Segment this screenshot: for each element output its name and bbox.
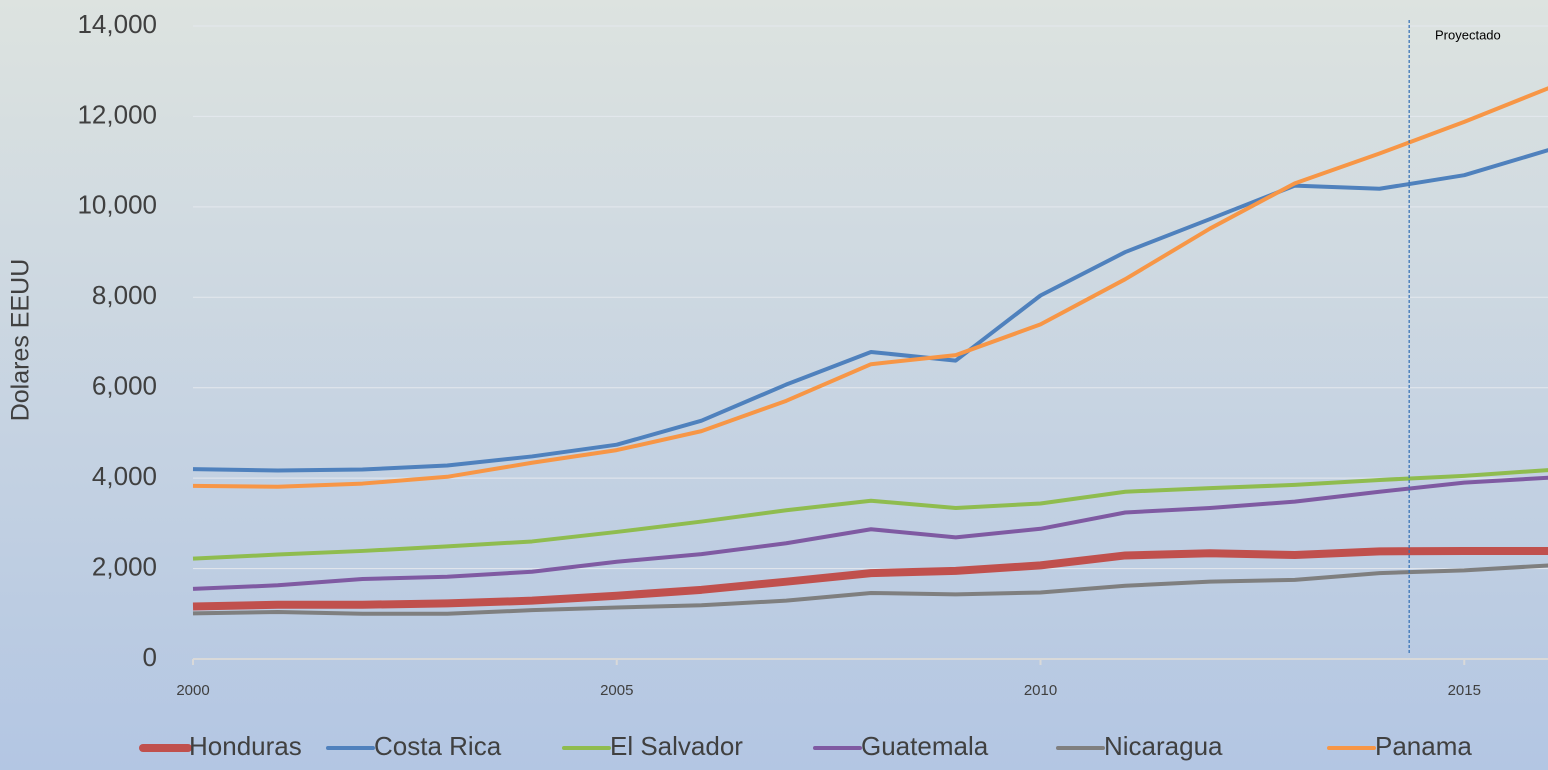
series-line [192,86,1548,489]
series-line [192,148,1548,473]
series-line [192,563,1548,616]
legend-label: Costa Rica [374,731,502,761]
legend-label: Panama [1375,731,1472,761]
x-tick-label: 2015 [1448,682,1481,699]
x-tick-label: 2010 [1024,682,1057,699]
y-tick-label: 12,000 [77,99,157,129]
legend-label: El Salvador [610,731,743,761]
y-tick-label: 2,000 [92,551,157,581]
y-tick-label: 6,000 [92,371,157,401]
y-tick-label: 8,000 [92,280,157,310]
y-tick-label: 10,000 [77,190,157,220]
legend-label: Honduras [189,731,302,761]
series-line [192,475,1548,591]
y-tick-label: 0 [143,642,157,672]
series-line [192,468,1548,561]
y-axis-title: Dolares EEUU [7,259,35,422]
series-line [192,546,1548,611]
legend-label: Nicaragua [1104,731,1223,761]
legend-label: Guatemala [861,731,989,761]
annotation: Proyectado [1435,27,1501,42]
x-tick-label: 2000 [176,682,209,699]
y-tick-label: 4,000 [92,461,157,491]
x-tick-label: 2005 [600,682,633,699]
y-tick-label: 14,000 [77,9,157,39]
